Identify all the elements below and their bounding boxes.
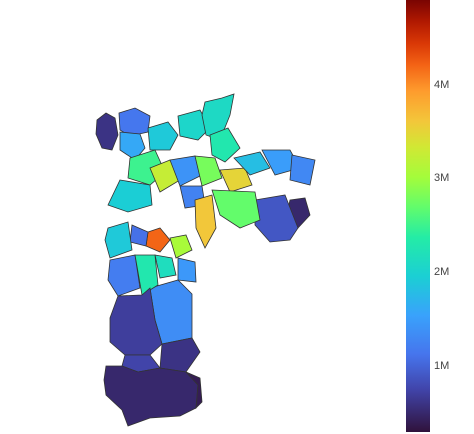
region-e-3[interactable] bbox=[289, 154, 316, 186]
region-n-1[interactable] bbox=[119, 131, 146, 161]
colorbar-tick-label: 3M bbox=[434, 172, 450, 185]
region-s-1[interactable] bbox=[145, 227, 171, 253]
region-s-4[interactable] bbox=[107, 254, 141, 297]
region-se-1[interactable] bbox=[194, 194, 217, 249]
region-far-s-1[interactable] bbox=[109, 287, 163, 356]
region-e-4[interactable] bbox=[254, 194, 299, 243]
region-c-6[interactable] bbox=[219, 167, 253, 193]
region-nw-far[interactable] bbox=[95, 112, 119, 151]
region-c-7[interactable] bbox=[107, 179, 153, 213]
region-sw-1[interactable] bbox=[104, 221, 133, 259]
region-n-3[interactable] bbox=[177, 109, 211, 141]
region-n-peak[interactable] bbox=[201, 93, 235, 141]
region-sw-2[interactable] bbox=[134, 254, 159, 296]
choropleth-map bbox=[95, 93, 316, 427]
regions-layer bbox=[95, 93, 316, 427]
region-c-4[interactable] bbox=[194, 155, 223, 187]
region-n-5[interactable] bbox=[209, 127, 241, 163]
region-n-2[interactable] bbox=[147, 121, 179, 151]
region-e-1[interactable] bbox=[233, 151, 271, 176]
region-s-2[interactable] bbox=[169, 234, 193, 259]
region-nw-2[interactable] bbox=[118, 107, 151, 137]
region-far-s-4[interactable] bbox=[103, 365, 199, 427]
region-far-s-5[interactable] bbox=[185, 371, 203, 410]
colorbar-tick-label: 2M bbox=[434, 266, 450, 279]
colorbar-tick-label: 1M bbox=[434, 360, 450, 373]
colorbar-tick-label: 4M bbox=[434, 78, 450, 91]
region-s-7[interactable] bbox=[177, 257, 197, 283]
region-far-s-2[interactable] bbox=[159, 337, 201, 373]
colorbar bbox=[406, 0, 430, 432]
region-s-3[interactable] bbox=[154, 254, 177, 279]
region-se-2[interactable] bbox=[211, 189, 261, 229]
region-s-5[interactable] bbox=[129, 224, 149, 247]
